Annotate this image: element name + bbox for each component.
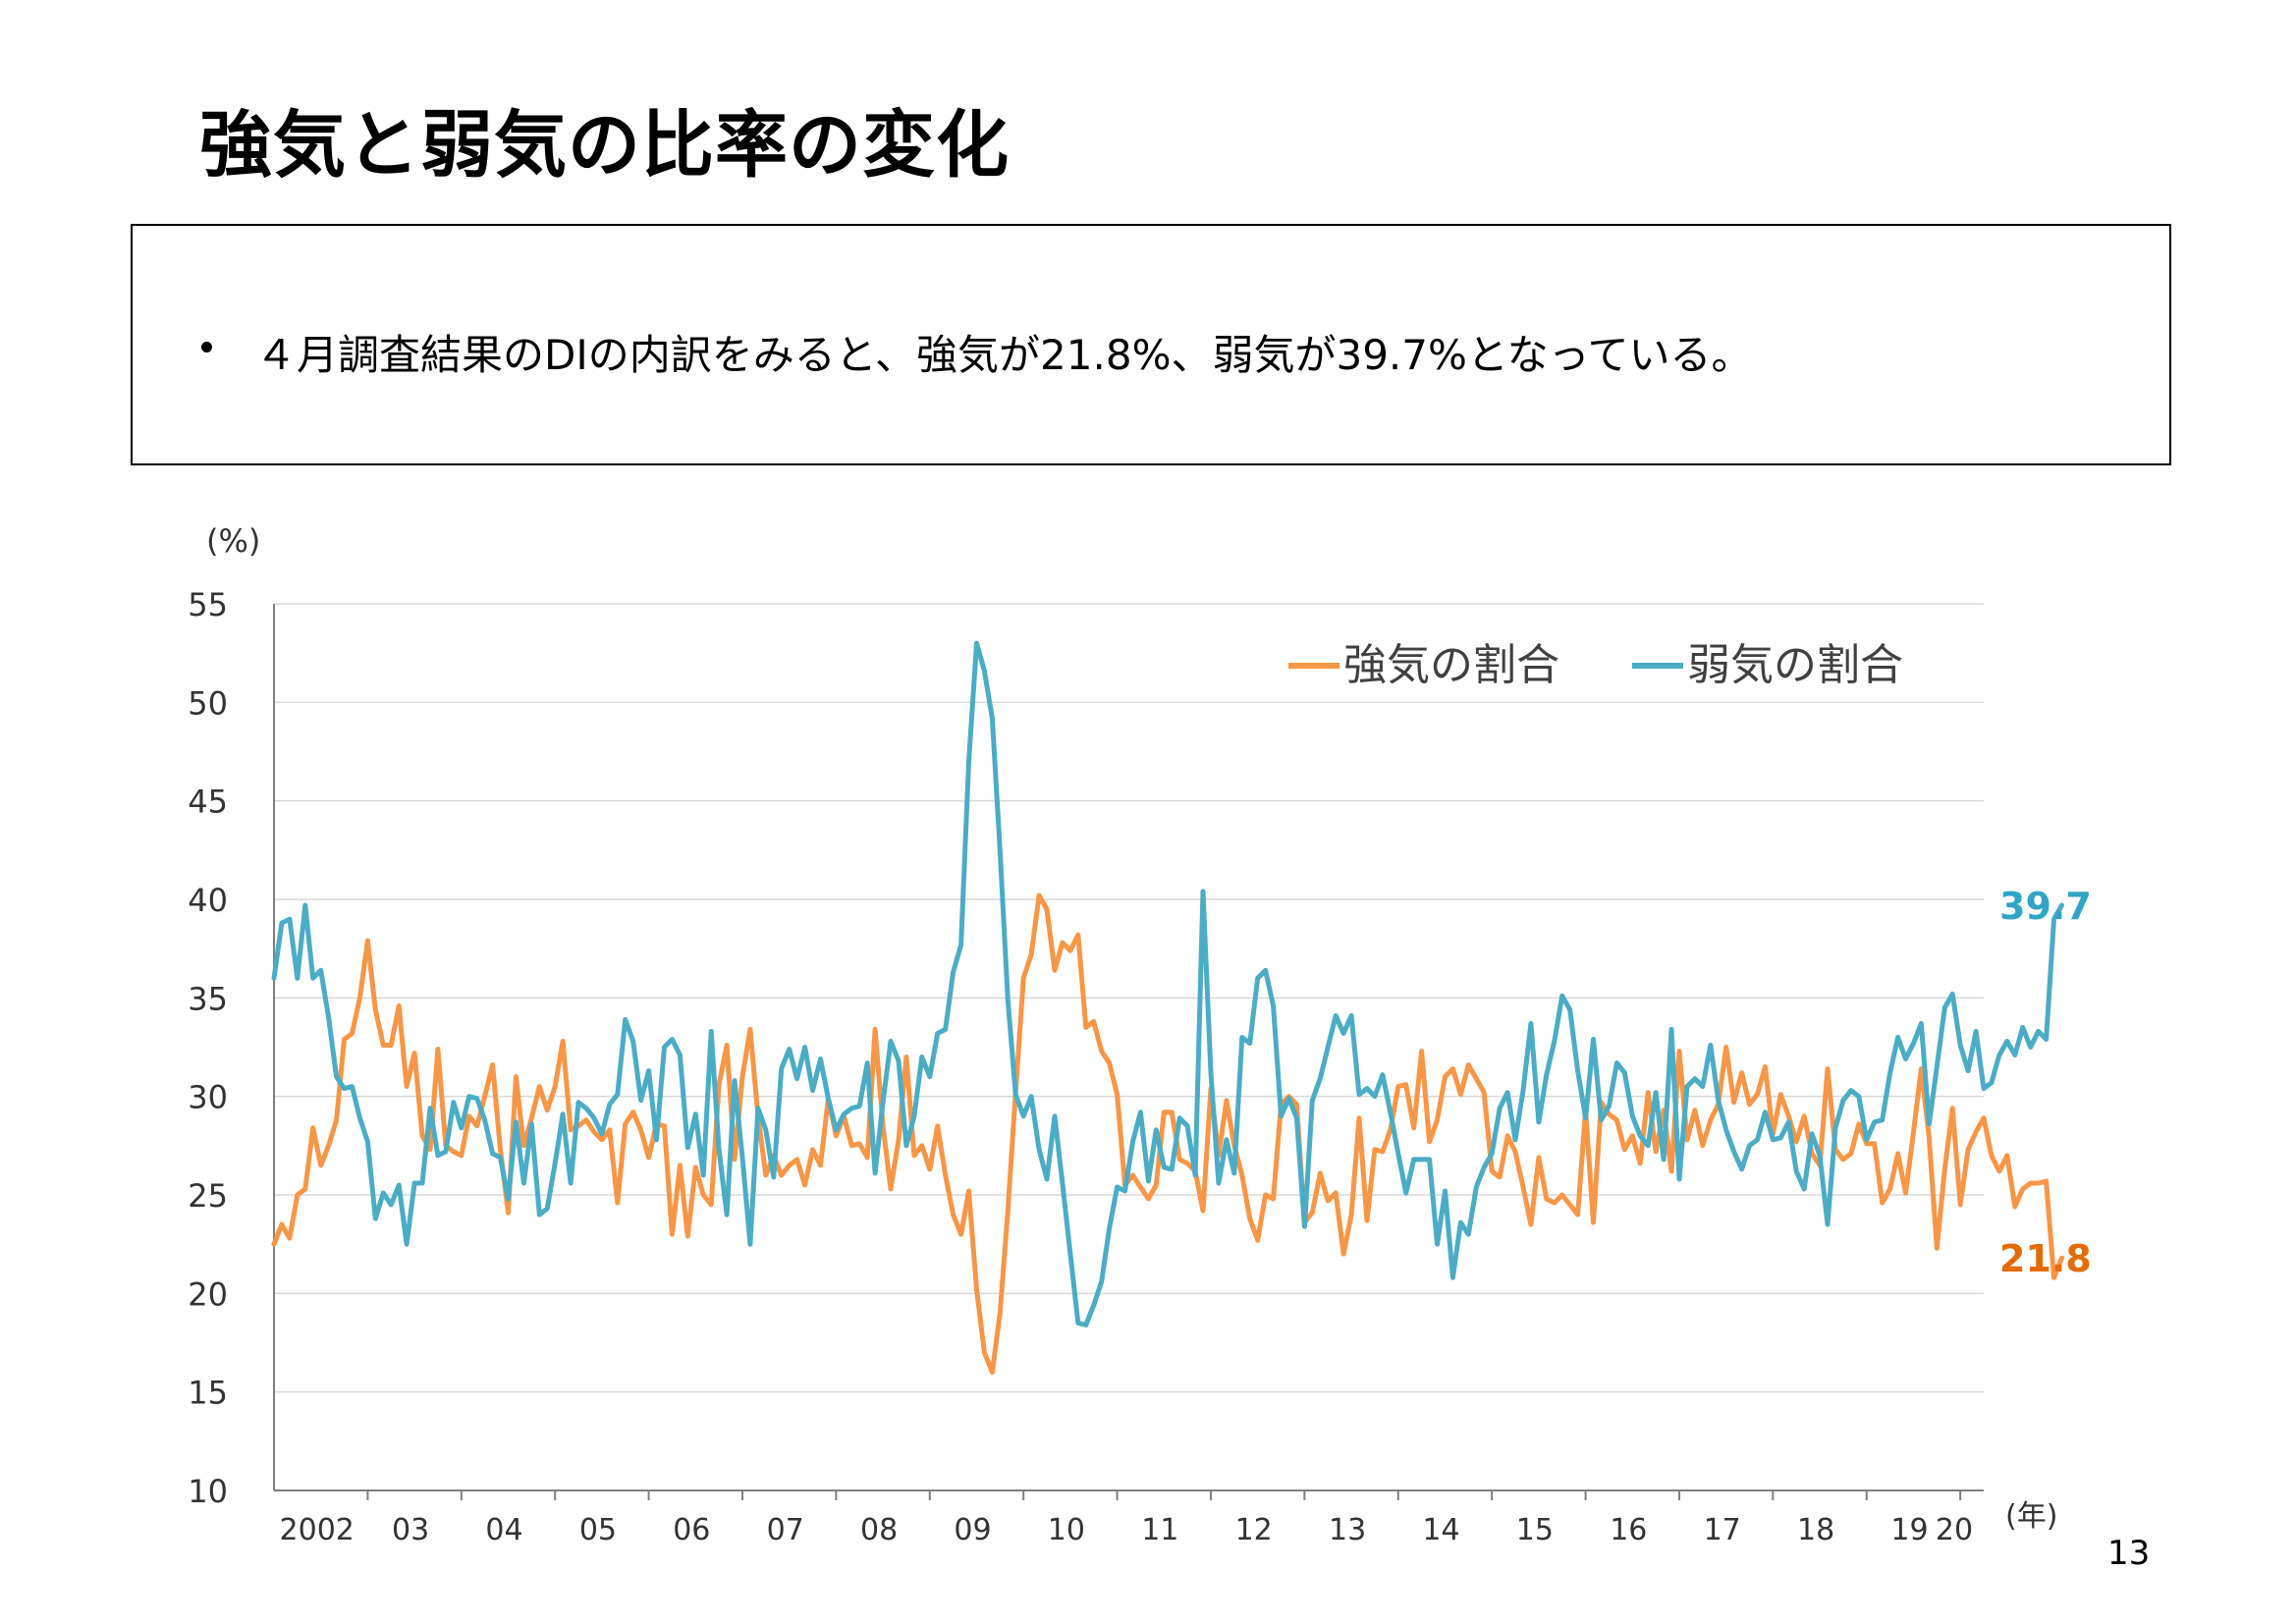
- y-tick-label-50: 50: [188, 684, 228, 722]
- x-tick-label-03: 03: [392, 1513, 429, 1547]
- x-tick-label-14: 14: [1422, 1513, 1459, 1547]
- x-tick-label-09: 09: [954, 1513, 991, 1547]
- x-tick-label-18: 18: [1797, 1513, 1834, 1547]
- y-tick-label-35: 35: [188, 980, 228, 1017]
- legend-label-bullish: 強気の割合: [1343, 640, 1559, 690]
- x-tick-label-07: 07: [767, 1513, 804, 1547]
- series-line-bullish: [271, 893, 2064, 1376]
- x-tick-label-12: 12: [1235, 1513, 1273, 1547]
- y-tick-label-25: 25: [188, 1177, 228, 1215]
- page-number: 13: [2107, 1534, 2151, 1573]
- legend-label-bearish: 弱気の割合: [1687, 640, 1903, 690]
- x-tick-label-08: 08: [860, 1513, 898, 1547]
- x-tick-label-15: 15: [1516, 1513, 1554, 1547]
- summary-bullet-text: ４月調査結果のDIの内訳をみると、強気が21.8%、弱気が39.7%となっている…: [255, 331, 1753, 379]
- x-axis-unit-label: (年): [2005, 1499, 2057, 1534]
- end-label-bullish: 21.8: [1999, 1237, 2092, 1280]
- x-tick-label-05: 05: [579, 1513, 617, 1547]
- x-tick-label-13: 13: [1329, 1513, 1366, 1547]
- x-tick-label-10: 10: [1048, 1513, 1085, 1547]
- x-tick-label-20: 20: [1936, 1513, 1973, 1547]
- slide-title: 強気と弱気の比率の変化: [199, 103, 1010, 188]
- series-line-bearish: [271, 640, 2064, 1327]
- x-tick-label-19: 19: [1890, 1513, 1928, 1547]
- y-tick-label-15: 15: [188, 1375, 228, 1412]
- y-tick-label-55: 55: [188, 586, 228, 623]
- end-label-bearish: 39.7: [1999, 885, 2092, 928]
- y-axis-unit-label: (%): [206, 522, 260, 560]
- y-tick-label-20: 20: [188, 1275, 228, 1313]
- y-tick-label-10: 10: [188, 1473, 228, 1510]
- y-tick-label-30: 30: [188, 1079, 228, 1116]
- summary-box: ４月調査結果のDIの内訳をみると、強気が21.8%、弱気が39.7%となっている…: [131, 224, 2171, 465]
- x-tick-label-11: 11: [1141, 1513, 1178, 1547]
- x-tick-label-04: 04: [485, 1513, 522, 1547]
- y-tick-label-45: 45: [188, 784, 228, 821]
- x-tick-label-17: 17: [1704, 1513, 1741, 1547]
- x-tick-label-06: 06: [673, 1513, 710, 1547]
- x-tick-label-16: 16: [1610, 1513, 1647, 1547]
- x-tick-label-2002: 2002: [280, 1513, 355, 1547]
- y-tick-label-40: 40: [188, 882, 228, 919]
- bullet-icon: [201, 342, 212, 352]
